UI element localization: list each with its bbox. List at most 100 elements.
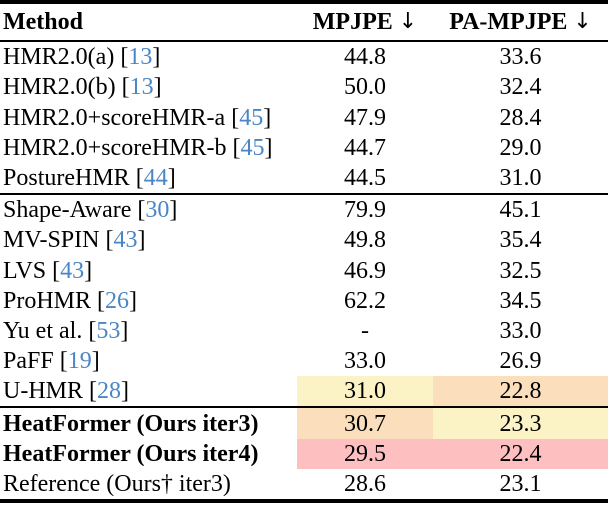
citation-link[interactable]: 26: [105, 288, 130, 313]
method-name: Reference (Ours† iter3): [3, 471, 231, 496]
mpjpe-cell: 79.9: [344, 197, 386, 224]
table-row: ProHMR [26] 62.2 34.5: [0, 286, 608, 316]
table-row: HeatFormer (Ours iter4) 29.5 22.4: [0, 438, 608, 469]
citation-bracket: ]: [167, 165, 176, 190]
citation-link[interactable]: 13: [128, 45, 153, 70]
method-cell: U-HMR [28]: [0, 379, 297, 403]
citation-bracket: ]: [152, 45, 161, 70]
mpjpe-cell: 44.5: [344, 164, 386, 191]
pa-mpjpe-cell: 45.1: [499, 197, 542, 224]
pa-mpjpe-cell: 22.8: [433, 376, 608, 407]
pa-mpjpe-cell: 34.5: [499, 287, 542, 314]
citation-bracket: ]: [264, 135, 273, 160]
citation-bracket: [: [46, 258, 61, 283]
citation-bracket: ]: [91, 349, 100, 374]
method-name: MV-SPIN: [3, 228, 100, 253]
citation-bracket: ]: [169, 198, 178, 223]
method-name: PaFF: [3, 349, 54, 374]
pa-mpjpe-cell: 31.0: [499, 164, 542, 191]
citation-bracket: [: [99, 228, 114, 253]
table-row: LVS [43] 46.9 32.5: [0, 255, 608, 285]
pa-mpjpe-cell: 23.1: [499, 470, 542, 497]
citation-bracket: ]: [137, 228, 146, 253]
col-header-pa-mpjpe: PA-MPJPE ↓: [433, 4, 608, 40]
method-cell: PostureHMR [44]: [0, 166, 297, 190]
citation-bracket: [: [131, 198, 146, 223]
table-row: PaFF [19] 33.0 26.9: [0, 346, 608, 376]
pa-mpjpe-cell: 22.4: [433, 438, 608, 469]
table-top-rule: [0, 0, 608, 4]
down-arrow-icon: ↓: [573, 9, 592, 34]
citation-link[interactable]: 43: [113, 228, 138, 253]
mpjpe-cell: 29.5: [297, 438, 433, 469]
pa-mpjpe-cell: 32.5: [499, 257, 542, 284]
mpjpe-cell: 33.0: [344, 348, 386, 375]
citation-bracket: [: [83, 379, 98, 404]
method-cell: HeatFormer (Ours iter3): [0, 412, 297, 436]
method-cell: Reference (Ours† iter3): [0, 472, 297, 496]
citation-link[interactable]: 45: [239, 105, 264, 130]
citation-bracket: [: [91, 288, 106, 313]
citation-link[interactable]: 44: [143, 165, 168, 190]
citation-link[interactable]: 45: [240, 135, 265, 160]
table-row: HMR2.0+scoreHMR-a [45] 47.9 28.4: [0, 102, 608, 132]
table-bottom-rule: [0, 499, 608, 503]
pa-mpjpe-cell: 29.0: [499, 134, 542, 161]
method-cell: HMR2.0+scoreHMR-b [45]: [0, 136, 297, 160]
pa-mpjpe-cell: 28.4: [499, 104, 542, 131]
col-header-pa-mpjpe-label: PA-MPJPE: [449, 9, 568, 35]
table-header-row: Method MPJPE ↓ PA-MPJPE ↓: [0, 4, 608, 40]
section-divider-rule: [0, 406, 608, 409]
method-name: HMR2.0(b): [3, 75, 116, 100]
method-name: Shape-Aware: [3, 198, 132, 223]
pa-mpjpe-cell: 33.6: [499, 44, 542, 71]
citation-bracket: [: [115, 75, 130, 100]
citation-bracket: [: [226, 135, 241, 160]
method-cell: MV-SPIN [43]: [0, 228, 297, 252]
citation-bracket: ]: [263, 105, 272, 130]
col-header-mpjpe-label: MPJPE: [312, 9, 393, 35]
table-row: Yu et al. [53] - 33.0: [0, 316, 608, 346]
method-cell: HMR2.0(b) [13]: [0, 75, 297, 99]
method-name: HMR2.0+scoreHMR-a: [3, 105, 226, 130]
method-cell: HMR2.0+scoreHMR-a [45]: [0, 106, 297, 130]
citation-link[interactable]: 43: [60, 258, 85, 283]
method-cell: Yu et al. [53]: [0, 319, 297, 343]
citation-link[interactable]: 53: [96, 318, 121, 343]
table-row: PostureHMR [44] 44.5 31.0: [0, 163, 608, 193]
table-row: HMR2.0+scoreHMR-b [45] 44.7 29.0: [0, 133, 608, 163]
citation-bracket: [: [53, 349, 68, 374]
method-name: PostureHMR: [3, 165, 130, 190]
citation-link[interactable]: 30: [145, 198, 170, 223]
citation-link[interactable]: 28: [97, 379, 122, 404]
down-arrow-icon: ↓: [398, 9, 418, 34]
method-cell: Shape-Aware [30]: [0, 198, 297, 222]
pa-mpjpe-cell: 26.9: [499, 348, 542, 375]
citation-bracket: ]: [129, 288, 138, 313]
citation-bracket: [: [129, 165, 144, 190]
method-cell: ProHMR [26]: [0, 289, 297, 313]
citation-bracket: [: [114, 45, 129, 70]
method-name: HMR2.0+scoreHMR-b: [3, 135, 227, 160]
mpjpe-cell: 50.0: [344, 74, 386, 101]
table-row: MV-SPIN [43] 49.8 35.4: [0, 225, 608, 255]
col-header-mpjpe: MPJPE ↓: [297, 4, 433, 40]
pa-mpjpe-cell: 35.4: [499, 227, 542, 254]
pa-mpjpe-cell: 23.3: [433, 408, 608, 439]
col-header-method-label: Method: [3, 10, 83, 34]
citation-bracket: [: [225, 105, 240, 130]
table-row: HeatFormer (Ours iter3) 30.7 23.3: [0, 408, 608, 439]
method-name: HeatFormer (Ours iter4): [3, 441, 259, 466]
table-body: HMR2.0(a) [13] 44.8 33.6 HMR2.0(b) [13] 50.0…: [0, 42, 608, 499]
citation-link[interactable]: 19: [67, 349, 92, 374]
bottom-spacer: [0, 503, 608, 508]
method-name: ProHMR: [3, 288, 92, 313]
method-cell: HMR2.0(a) [13]: [0, 45, 297, 69]
pa-mpjpe-cell: 32.4: [499, 74, 542, 101]
citation-bracket: ]: [120, 318, 129, 343]
table-row: Shape-Aware [30] 79.9 45.1: [0, 195, 608, 225]
method-name: LVS: [3, 258, 47, 283]
citation-link[interactable]: 13: [129, 75, 154, 100]
citation-bracket: ]: [121, 379, 130, 404]
